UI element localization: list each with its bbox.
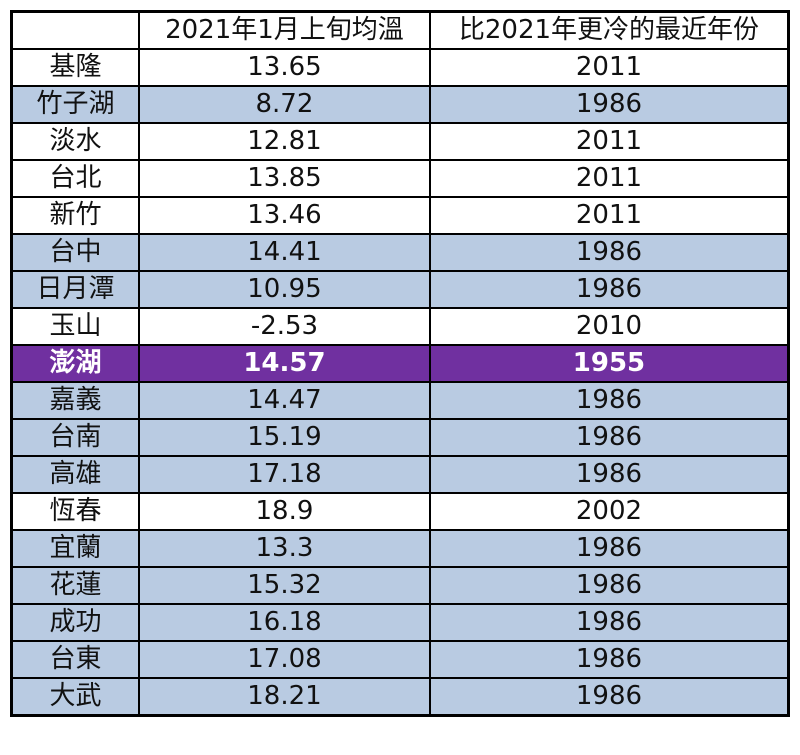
table-row: 嘉義 14.47 1986: [10, 381, 790, 420]
station-cell: 日月潭: [10, 270, 140, 309]
table-row: 成功 16.18 1986: [10, 603, 790, 642]
colder-year-cell: 1986: [428, 381, 790, 420]
table-row: 高雄 17.18 1986: [10, 455, 790, 494]
header-row: 2021年1月上旬均溫 比2021年更冷的最近年份: [10, 10, 790, 50]
colder-year-cell: 1986: [428, 418, 790, 457]
avg-temp-cell: 16.18: [137, 603, 431, 642]
colder-year-cell: 2011: [428, 48, 790, 87]
colder-year-cell: 1986: [428, 603, 790, 642]
avg-temp-cell: 13.46: [137, 196, 431, 235]
table-row: 花蓮 15.32 1986: [10, 566, 790, 605]
avg-temp-cell: 14.47: [137, 381, 431, 420]
colder-year-cell: 1986: [428, 85, 790, 124]
header-colder-year: 比2021年更冷的最近年份: [428, 10, 790, 50]
colder-year-cell: 2010: [428, 307, 790, 346]
header-avg-temp: 2021年1月上旬均溫: [137, 10, 431, 50]
station-cell: 嘉義: [10, 381, 140, 420]
colder-year-cell: 1986: [428, 640, 790, 679]
station-cell: 澎湖: [10, 344, 140, 383]
table-row: 大武 18.21 1986: [10, 677, 790, 717]
avg-temp-cell: 15.32: [137, 566, 431, 605]
avg-temp-cell: 17.18: [137, 455, 431, 494]
avg-temp-cell: 10.95: [137, 270, 431, 309]
avg-temp-cell: 13.85: [137, 159, 431, 198]
avg-temp-cell: 8.72: [137, 85, 431, 124]
station-cell: 成功: [10, 603, 140, 642]
avg-temp-cell: 13.65: [137, 48, 431, 87]
station-cell: 玉山: [10, 307, 140, 346]
table-row: 台北 13.85 2011: [10, 159, 790, 198]
colder-year-cell: 1986: [428, 529, 790, 568]
colder-year-cell: 2002: [428, 492, 790, 531]
station-cell: 恆春: [10, 492, 140, 531]
avg-temp-cell: 15.19: [137, 418, 431, 457]
table-row: 淡水 12.81 2011: [10, 122, 790, 161]
colder-year-cell: 1986: [428, 455, 790, 494]
avg-temp-cell: 12.81: [137, 122, 431, 161]
colder-year-cell: 1955: [428, 344, 790, 383]
table-row: 恆春 18.9 2002: [10, 492, 790, 531]
table-row: 台中 14.41 1986: [10, 233, 790, 272]
station-cell: 基隆: [10, 48, 140, 87]
table-row: 台東 17.08 1986: [10, 640, 790, 679]
table-row: 竹子湖 8.72 1986: [10, 85, 790, 124]
colder-year-cell: 1986: [428, 270, 790, 309]
station-cell: 高雄: [10, 455, 140, 494]
header-station: [10, 10, 140, 50]
avg-temp-cell: 14.57: [137, 344, 431, 383]
colder-year-cell: 1986: [428, 677, 790, 717]
colder-year-cell: 2011: [428, 159, 790, 198]
colder-year-cell: 2011: [428, 196, 790, 235]
avg-temp-cell: 14.41: [137, 233, 431, 272]
temperature-table: 2021年1月上旬均溫 比2021年更冷的最近年份 基隆 13.65 2011 竹子湖…: [10, 10, 790, 717]
station-cell: 台北: [10, 159, 140, 198]
station-cell: 花蓮: [10, 566, 140, 605]
station-cell: 竹子湖: [10, 85, 140, 124]
table-row: 新竹 13.46 2011: [10, 196, 790, 235]
avg-temp-cell: 17.08: [137, 640, 431, 679]
avg-temp-cell: 18.21: [137, 677, 431, 717]
station-cell: 大武: [10, 677, 140, 717]
colder-year-cell: 1986: [428, 566, 790, 605]
colder-year-cell: 1986: [428, 233, 790, 272]
station-cell: 新竹: [10, 196, 140, 235]
avg-temp-cell: 13.3: [137, 529, 431, 568]
table-row: 玉山 -2.53 2010: [10, 307, 790, 346]
table-row: 台南 15.19 1986: [10, 418, 790, 457]
station-cell: 台南: [10, 418, 140, 457]
avg-temp-cell: 18.9: [137, 492, 431, 531]
station-cell: 台中: [10, 233, 140, 272]
table-row: 基隆 13.65 2011: [10, 48, 790, 87]
table-row: 澎湖 14.57 1955: [10, 344, 790, 383]
table-row: 日月潭 10.95 1986: [10, 270, 790, 309]
station-cell: 宜蘭: [10, 529, 140, 568]
station-cell: 淡水: [10, 122, 140, 161]
station-cell: 台東: [10, 640, 140, 679]
colder-year-cell: 2011: [428, 122, 790, 161]
table-row: 宜蘭 13.3 1986: [10, 529, 790, 568]
avg-temp-cell: -2.53: [137, 307, 431, 346]
